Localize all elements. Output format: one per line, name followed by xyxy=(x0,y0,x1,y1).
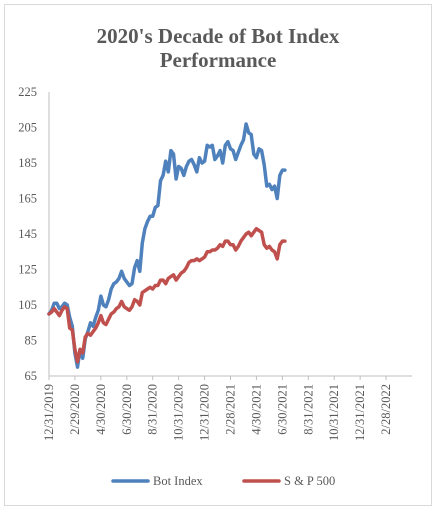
series-lines xyxy=(47,122,287,369)
legend-label: Bot Index xyxy=(153,474,203,488)
x-tick-label: 12/31/2020 xyxy=(198,384,212,441)
y-tick-label: 225 xyxy=(18,85,37,99)
x-tick-label: 10/31/2021 xyxy=(327,384,341,441)
x-axis-ticks: 12/31/2019 2/29/2020 4/30/2020 6/30/2020 8/3… xyxy=(42,376,393,441)
x-tick-label: 2/28/2022 xyxy=(379,384,393,435)
legend-label: S & P 500 xyxy=(284,474,335,488)
series-line-bot-index xyxy=(47,122,287,369)
x-tick-label: 2/28/2021 xyxy=(224,384,238,435)
x-tick-label: 2/29/2020 xyxy=(68,384,82,435)
x-tick-label: 6/30/2021 xyxy=(275,384,289,435)
series-line-sp500 xyxy=(47,226,287,364)
y-tick-label: 125 xyxy=(18,263,37,277)
x-tick-label: 8/31/2021 xyxy=(301,384,315,435)
y-tick-label: 205 xyxy=(18,121,37,135)
y-tick-label: 185 xyxy=(18,156,37,170)
y-tick-label: 85 xyxy=(25,334,38,348)
y-tick-label: 105 xyxy=(18,298,37,312)
x-tick-label: 4/30/2020 xyxy=(94,384,108,435)
x-tick-label: 10/31/2020 xyxy=(172,384,186,441)
chart-title-line-1: 2020's Decade of Bot Index xyxy=(97,24,340,48)
legend: Bot Index S & P 500 xyxy=(111,474,335,488)
y-tick-label: 165 xyxy=(18,192,37,206)
x-tick-label: 12/31/2021 xyxy=(353,384,367,441)
x-tick-label: 6/30/2020 xyxy=(120,384,134,435)
x-tick-label: 12/31/2019 xyxy=(42,384,56,441)
y-tick-label: 65 xyxy=(25,369,38,383)
x-tick-label: 4/30/2021 xyxy=(249,384,263,435)
y-axis-ticks: 65 85 105 125 145 165 185 205 225 xyxy=(18,85,37,383)
x-tick-label: 8/31/2020 xyxy=(146,384,160,435)
chart-title-line-2: Performance xyxy=(160,48,277,72)
chart-frame xyxy=(4,4,432,506)
y-tick-label: 145 xyxy=(18,227,37,241)
